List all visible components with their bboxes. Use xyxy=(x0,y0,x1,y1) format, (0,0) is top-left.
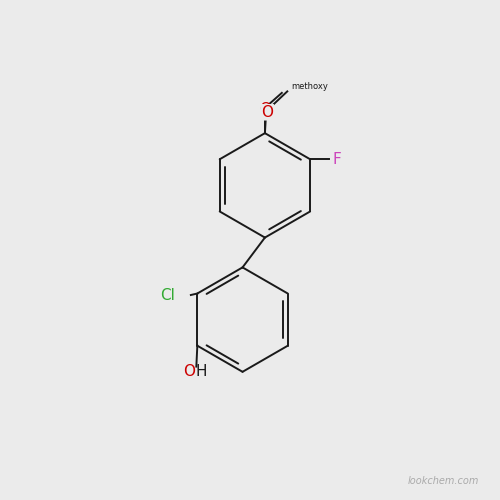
Text: methoxy: methoxy xyxy=(291,82,328,92)
Text: O: O xyxy=(183,364,195,379)
Text: lookchem.com: lookchem.com xyxy=(408,476,478,486)
Text: O: O xyxy=(259,102,271,117)
Text: H: H xyxy=(196,364,207,379)
Text: O: O xyxy=(262,105,274,120)
Text: Cl: Cl xyxy=(160,288,175,304)
Text: F: F xyxy=(332,152,342,167)
